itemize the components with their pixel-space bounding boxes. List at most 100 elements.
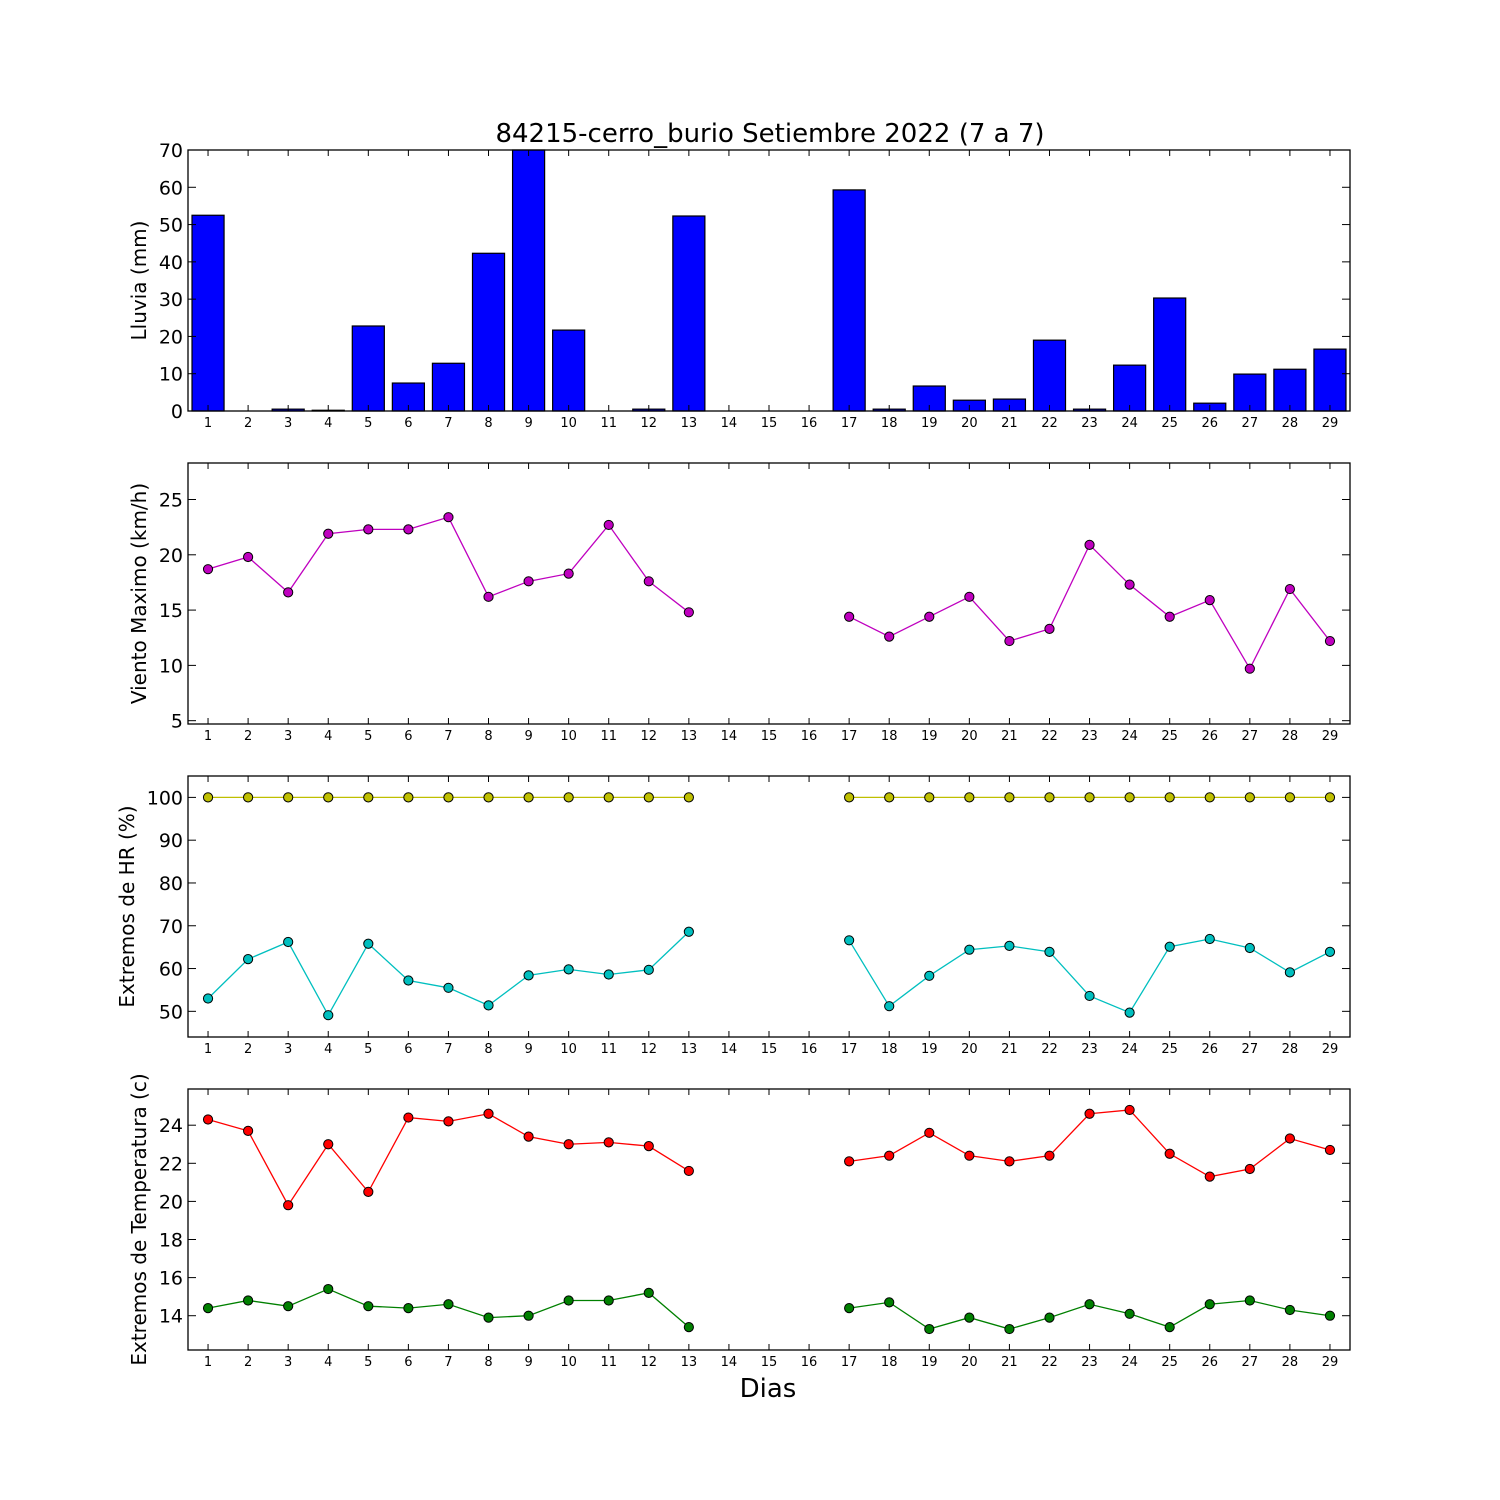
- data-point: [1204, 1299, 1215, 1310]
- data-point: [924, 1323, 935, 1335]
- x-tick-label: 22: [1041, 1355, 1058, 1370]
- data-point: [202, 1114, 214, 1125]
- data-point: [603, 519, 614, 531]
- data-point: [283, 1301, 294, 1312]
- x-tick-label: 12: [641, 416, 658, 431]
- bar: [1112, 364, 1147, 412]
- y-axis-label: Extremos de HR (%): [115, 805, 139, 1007]
- x-tick-label: 20: [961, 729, 978, 744]
- data-point: [323, 792, 334, 803]
- y-tick-label: 15: [159, 600, 183, 622]
- y-tick-label: 0: [171, 401, 183, 423]
- x-tick-label: 22: [1041, 1042, 1058, 1057]
- data-point: [1004, 940, 1015, 951]
- data-point: [1004, 792, 1015, 803]
- data-point: [603, 792, 614, 803]
- panel-3: 1 2 3 4 5 6 7 8 9 10 11 12 13 14 15 16 17 18 19 20 21 22 23 24 2…: [115, 775, 1351, 1057]
- data-point: [323, 1139, 334, 1150]
- data-point: [363, 1301, 374, 1312]
- x-tick-label: 6: [404, 1042, 412, 1057]
- y-tick-label: 14: [159, 1306, 183, 1328]
- data-point: [1244, 792, 1255, 803]
- data-point: [924, 611, 935, 622]
- bar: [1032, 339, 1067, 412]
- x-tick-label: 16: [801, 729, 818, 744]
- y-tick-label: 22: [159, 1153, 183, 1175]
- x-tick-label: 18: [881, 1355, 898, 1370]
- x-tick-label: 11: [600, 729, 617, 744]
- x-tick-label: 16: [801, 416, 818, 431]
- bar: [1313, 348, 1347, 412]
- data-point: [1324, 1310, 1336, 1321]
- data-point: [523, 970, 534, 981]
- x-tick-label: 26: [1201, 1355, 1218, 1370]
- y-tick-label: 10: [159, 655, 183, 677]
- data-point: [563, 1295, 574, 1306]
- x-tick-label: 10: [560, 729, 577, 744]
- x-tick-label: 27: [1242, 729, 1259, 744]
- data-point: [884, 1001, 895, 1012]
- data-point: [924, 970, 935, 981]
- y-tick-label: 10: [159, 364, 183, 386]
- y-tick-label: 50: [159, 1001, 183, 1023]
- data-point: [1004, 635, 1015, 647]
- y-axis-label: Lluvia (mm): [127, 221, 151, 341]
- x-tick-label: 5: [364, 1355, 372, 1370]
- data-point: [443, 792, 454, 803]
- x-tick-label: 21: [1001, 1042, 1018, 1057]
- data-point: [483, 1108, 494, 1119]
- x-tick-label: 23: [1081, 1355, 1098, 1370]
- data-point: [243, 792, 254, 803]
- x-tick-label: 3: [284, 1355, 292, 1370]
- data-point: [202, 564, 214, 575]
- x-tick-label: 24: [1121, 1042, 1138, 1057]
- x-tick-label: 29: [1322, 1355, 1339, 1370]
- x-tick-label: 3: [284, 416, 292, 431]
- y-tick-label: 60: [159, 959, 183, 981]
- data-point: [443, 1299, 454, 1310]
- data-point: [924, 1127, 935, 1138]
- bar: [552, 329, 586, 412]
- x-tick-label: 7: [444, 1355, 452, 1370]
- data-point: [884, 1150, 895, 1161]
- data-point: [1204, 933, 1215, 945]
- data-point: [683, 1322, 694, 1333]
- data-point: [844, 1302, 855, 1314]
- x-tick-label: 1: [204, 416, 212, 431]
- data-point: [924, 792, 935, 803]
- y-tick-label: 70: [159, 140, 183, 162]
- x-tick-label: 19: [921, 729, 938, 744]
- data-point: [1044, 792, 1055, 803]
- data-point: [283, 587, 294, 598]
- x-tick-label: 22: [1041, 729, 1058, 744]
- data-point: [1204, 792, 1215, 803]
- x-tick-label: 23: [1081, 729, 1098, 744]
- data-point: [283, 792, 294, 803]
- x-tick-label: 25: [1161, 729, 1178, 744]
- data-point: [603, 1295, 614, 1306]
- x-tick-label: 11: [600, 1042, 617, 1057]
- data-point: [844, 935, 855, 946]
- data-point: [1124, 579, 1135, 590]
- bar: [1153, 297, 1187, 412]
- data-point: [643, 1287, 654, 1298]
- x-tick-label: 24: [1121, 729, 1138, 744]
- data-point: [483, 1312, 494, 1323]
- x-tick-label: 8: [484, 729, 492, 744]
- x-tick-label: 3: [284, 1042, 292, 1057]
- x-tick-label: 28: [1282, 729, 1299, 744]
- y-tick-label: 40: [159, 252, 183, 274]
- x-tick-label: 9: [524, 1355, 532, 1370]
- data-point: [1324, 1144, 1336, 1156]
- data-point: [283, 936, 294, 948]
- data-point: [1284, 583, 1296, 595]
- data-point: [964, 792, 975, 803]
- x-tick-label: 11: [600, 1355, 617, 1370]
- data-point: [243, 954, 254, 965]
- data-point: [443, 982, 454, 993]
- data-point: [363, 1186, 374, 1197]
- data-point: [443, 1116, 454, 1127]
- x-tick-label: 16: [801, 1042, 818, 1057]
- x-tick-label: 26: [1201, 729, 1218, 744]
- data-point: [1084, 1108, 1095, 1119]
